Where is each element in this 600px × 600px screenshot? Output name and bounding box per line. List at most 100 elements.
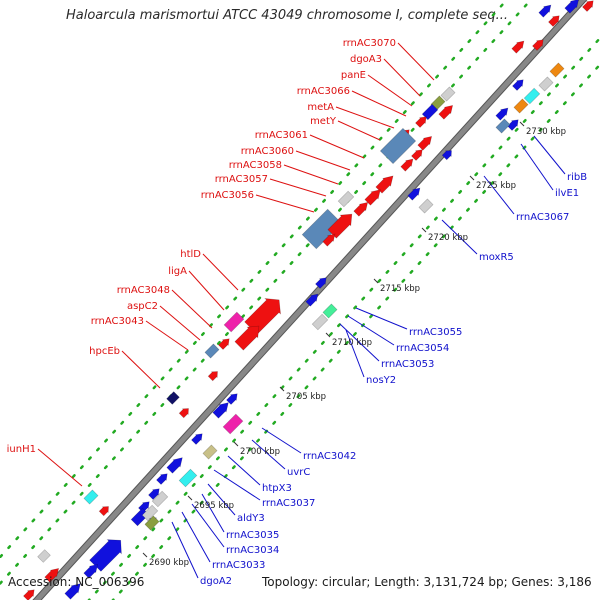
gene-feature-49 — [322, 303, 338, 319]
leader-rrnAC3058 — [283, 164, 339, 185]
gene-feature-24 — [218, 338, 230, 350]
gene-arrow-shape — [44, 567, 60, 583]
gene-feature-27 — [166, 391, 180, 405]
label-rrnAC3066: rrnAC3066 — [297, 86, 350, 97]
label-moxR5: moxR5 — [479, 252, 514, 263]
tick-mark-8 — [519, 121, 525, 127]
label-rrnAC3048: rrnAC3048 — [117, 285, 170, 296]
gene-feature-11 — [417, 135, 433, 151]
label-rrnAC3043: rrnAC3043 — [91, 316, 144, 327]
label-metA: metA — [307, 102, 334, 113]
gene-feature-36 — [549, 62, 565, 78]
gene-arrow-shape — [98, 506, 109, 517]
gene-feature-45 — [407, 187, 421, 201]
tick-mark-4 — [325, 332, 331, 338]
gene-feature-7 — [438, 104, 454, 120]
dotted-guide-1 — [0, 0, 509, 560]
gene-feature-39 — [513, 98, 529, 114]
label-rrnAC3055: rrnAC3055 — [409, 327, 462, 338]
gene-feature-56 — [166, 457, 183, 474]
gene-box-shape — [37, 549, 51, 563]
label-rrnAC3035: rrnAC3035 — [226, 530, 279, 541]
label-nosY2: nosY2 — [366, 375, 396, 386]
gene-box-shape — [495, 118, 511, 134]
leader-metA — [335, 106, 395, 129]
scale-ticks: 2690 kbp 2695 kbp 2700 kbp 2705 kbp 2710 kbp… — [142, 121, 566, 568]
label-rrnAC3057: rrnAC3057 — [215, 174, 268, 185]
leader-rrnAC3034 — [191, 503, 225, 548]
label-rrnAC3058: rrnAC3058 — [229, 160, 282, 171]
leader-dgoA3 — [383, 58, 421, 97]
gene-arrow-shape — [83, 563, 99, 579]
gene-feature-19 — [327, 213, 353, 239]
genome-summary-text: Topology: circular; Length: 3,131,724 bp… — [262, 575, 592, 589]
backbone-line — [33, 0, 587, 600]
gene-feature-65 — [144, 515, 160, 531]
gene-feature-20 — [322, 233, 336, 247]
gene-box-shape — [538, 76, 554, 92]
gene-feature-68 — [64, 583, 81, 600]
leader-moxR5 — [441, 219, 478, 255]
tick-label-4: 2710 kbp — [332, 338, 372, 348]
gene-arrow-shape — [64, 583, 81, 600]
leader-rrnAC3048 — [171, 289, 213, 329]
gene-feature-35 — [582, 0, 594, 12]
gene-arrow-shape — [191, 433, 203, 445]
gene-feature-51 — [226, 393, 238, 405]
leader-rrnAC3057 — [269, 178, 327, 197]
gene-arrow-shape — [532, 39, 544, 51]
label-rrnAC3042: rrnAC3042 — [303, 451, 356, 462]
gene-box-shape — [523, 87, 541, 105]
gene-box-shape — [202, 444, 218, 460]
tick-label-3: 2705 kbp — [286, 392, 326, 402]
leader-uvrC — [251, 439, 286, 470]
leader-dgoA2 — [171, 521, 199, 579]
label-leader-lines — [37, 42, 566, 579]
label-rrnAC3037: rrnAC3037 — [262, 498, 315, 509]
leader-iunH1 — [37, 448, 83, 487]
gene-arrow-shape — [327, 213, 353, 239]
label-htpX3: htpX3 — [262, 483, 292, 494]
gene-feature-15 — [364, 189, 381, 206]
gene-arrow-shape — [548, 15, 560, 27]
leader-htpX3 — [227, 455, 261, 486]
gene-feature-31 — [37, 549, 51, 563]
leader-panE — [367, 74, 413, 107]
gene-arrow-shape — [411, 149, 423, 161]
gene-feature-10 — [379, 127, 417, 165]
gene-box-shape — [223, 311, 245, 333]
tick-mark-0 — [142, 552, 148, 558]
gene-feature-67 — [83, 563, 99, 579]
gene-feature-52 — [212, 402, 229, 419]
gene-feature-59 — [148, 488, 160, 500]
gene-arrow-shape — [218, 338, 230, 350]
gene-box-shape — [178, 468, 198, 488]
gene-feature-54 — [191, 433, 203, 445]
tick-label-6: 2720 kbp — [428, 233, 468, 243]
label-ilvE1: ilvE1 — [555, 188, 579, 199]
leader-aspC2 — [159, 305, 201, 341]
gene-feature-43 — [495, 118, 511, 134]
gene-arrow-shape — [234, 325, 260, 351]
tick-mark-6 — [421, 227, 427, 233]
gene-feature-21 — [244, 298, 281, 335]
leader-rrnAC3054 — [347, 315, 395, 346]
leader-rrnAC3055 — [355, 307, 408, 330]
tick-label-8: 2730 kbp — [526, 127, 566, 137]
gene-arrow-shape — [582, 0, 594, 12]
gene-feature-38 — [523, 87, 541, 105]
label-rrnAC3061: rrnAC3061 — [255, 130, 308, 141]
label-panE: panE — [341, 70, 366, 81]
leader-rrnAC3043 — [145, 320, 189, 351]
gene-box-shape — [418, 198, 434, 214]
gene-arrow-shape — [226, 393, 238, 405]
leader-ligA — [188, 270, 225, 311]
gene-feature-4 — [440, 86, 456, 102]
gene-feature-58 — [156, 473, 168, 485]
gene-box-shape — [322, 303, 338, 319]
leader-rrnAC3056 — [255, 194, 315, 213]
leader-rrnAC3037 — [213, 469, 261, 501]
gene-arrow-shape — [244, 298, 281, 335]
